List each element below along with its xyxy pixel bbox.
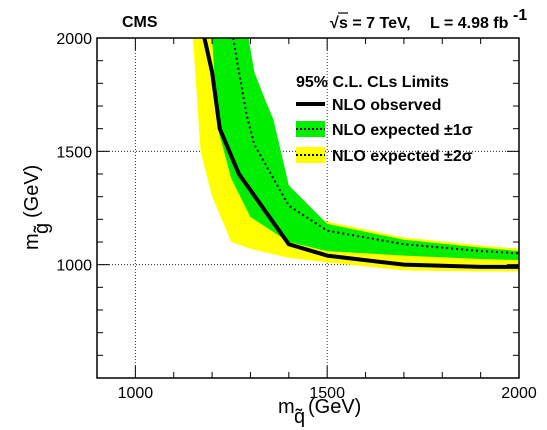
legend-title: 95% C.L. CLs Limits: [296, 74, 449, 91]
legend-label-1sigma: NLO expected ±1σ: [332, 122, 473, 139]
luminosity-exponent: -1: [513, 7, 527, 24]
svg-text:(GeV): (GeV): [21, 165, 43, 218]
svg-text:q̃: q̃: [294, 406, 305, 428]
energy-label: s = 7 TeV,: [339, 15, 411, 32]
plot-frame: [96, 37, 520, 379]
svg-text:m: m: [21, 233, 43, 250]
x-tick-label: 1000: [118, 385, 154, 402]
observed-limit-line: [202, 38, 519, 269]
y-tick-label: 2000: [56, 31, 92, 48]
x-tick-label: 2000: [501, 385, 537, 402]
y-tick-label: 1000: [56, 258, 92, 275]
y-axis-label: m g̃ (GeV): [21, 165, 53, 250]
experiment-label: CMS: [122, 14, 158, 31]
sqrt-symbol: √: [330, 15, 339, 32]
legend-label-observed: NLO observed: [332, 97, 441, 114]
legend-label-2sigma: NLO expected ±2σ: [332, 148, 473, 165]
band-1sigma: [212, 38, 519, 261]
y-tick-label: 1500: [56, 144, 92, 161]
legend: 95% C.L. CLs Limits NLO observed NLO exp…: [296, 74, 473, 165]
luminosity-label: L = 4.98 fb: [430, 15, 509, 32]
svg-text:g̃: g̃: [31, 223, 53, 234]
legend-swatch-2sigma: [296, 147, 325, 163]
x-axis-label: m q̃ (GeV): [278, 396, 361, 428]
x-tick-label: 1500: [309, 385, 345, 402]
legend-swatch-1sigma: [296, 121, 325, 137]
svg-text:(GeV): (GeV): [308, 396, 361, 418]
svg-text:m: m: [278, 396, 295, 418]
